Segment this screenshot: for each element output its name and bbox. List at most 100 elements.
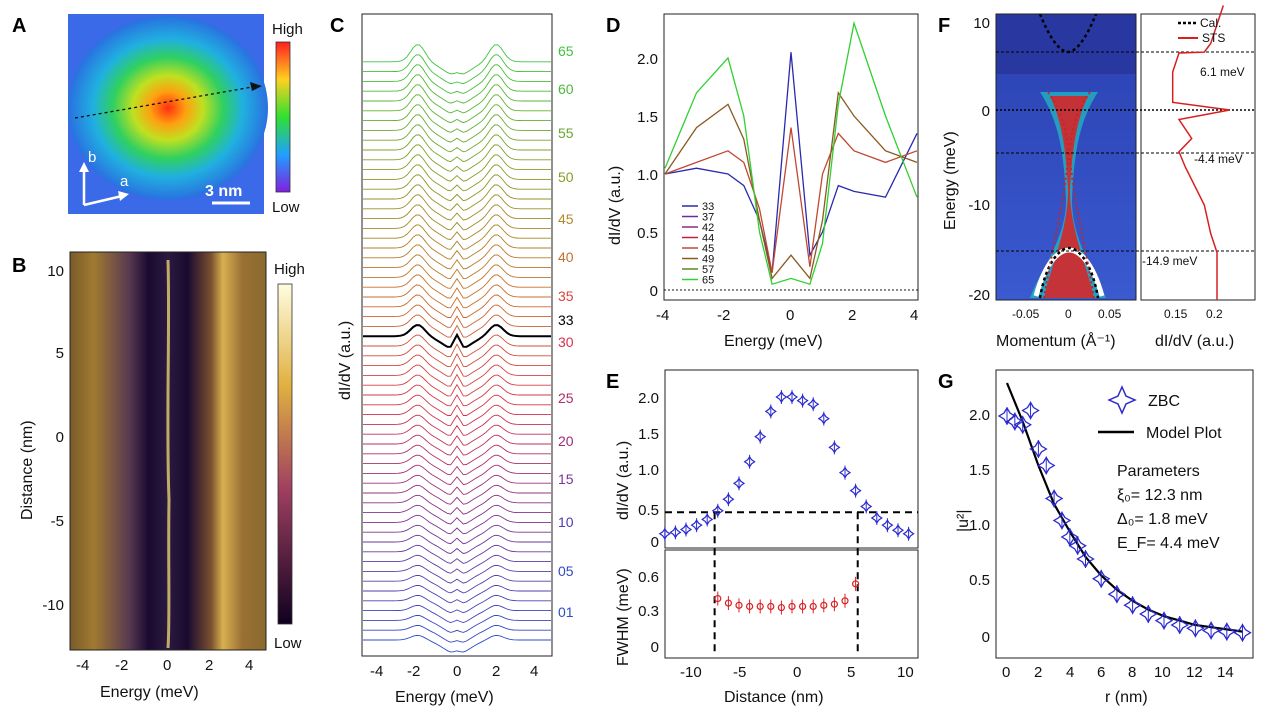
panel-c-frame xyxy=(361,13,553,657)
panel-g-xtick: 12 xyxy=(1186,664,1203,681)
panel-e-top-point xyxy=(881,519,894,532)
panel-d-series-line xyxy=(664,20,918,286)
panel-e-top-point xyxy=(860,500,873,513)
panel-g-plot xyxy=(997,382,1252,642)
panel-c-spectrum xyxy=(363,444,551,466)
panel-b-ytick: 0 xyxy=(56,429,64,446)
panel-e-xtick: -10 xyxy=(680,664,702,681)
panel-e-top-point xyxy=(732,477,746,490)
panel-e-bottom-point xyxy=(809,602,817,611)
panel-e-top-point xyxy=(764,405,777,418)
panel-c-xlabel: Energy (meV) xyxy=(395,689,494,706)
panel-c-spectrum xyxy=(363,574,551,594)
panel-e-bottom-point xyxy=(714,594,722,603)
panel-f-level-label: -4.4 meV xyxy=(1194,152,1243,166)
panel-e-bottom-point xyxy=(820,601,828,609)
panel-d-series-line xyxy=(664,52,918,273)
panel-e-top-point xyxy=(807,398,820,411)
panel-c-spectrum xyxy=(363,244,551,270)
panel-c-spectrum xyxy=(363,544,551,564)
panel-f-yticks: 10 0 -10 -20 xyxy=(968,15,990,304)
panel-c-spectrum xyxy=(363,404,551,426)
panel-d-series-line xyxy=(664,127,918,273)
panel-a-axis-a-text: a xyxy=(120,173,129,190)
panel-f-xtick: -0.05 xyxy=(1012,307,1040,321)
panel-e-bottom-point xyxy=(798,602,807,611)
panel-e-top-yticks: 0 0.5 1.0 1.5 2.0 xyxy=(638,390,659,551)
panel-e-bottom-point xyxy=(735,601,743,609)
panel-f-xtick: 0 xyxy=(1065,307,1072,321)
panel-e-top-point xyxy=(679,523,693,536)
panel-c-spectrum xyxy=(363,254,551,279)
panel-c-curve-label: 45 xyxy=(558,211,574,227)
panel-f-level-lines xyxy=(996,51,1255,252)
panel-d-legend-text: 45 xyxy=(702,243,714,255)
panel-c-label: C xyxy=(330,15,344,37)
panel-c-curve-label: 40 xyxy=(558,249,574,265)
panel-e-top-point xyxy=(690,519,703,532)
panel-c-spectrum xyxy=(363,624,551,643)
panel-c-spectrum xyxy=(363,514,551,535)
panel-f-ytick: -10 xyxy=(968,197,990,214)
panel-c-spectrum xyxy=(363,494,551,515)
panel-c-spectrum xyxy=(363,144,551,172)
panel-g-xticks: 0 2 4 6 8 10 12 14 xyxy=(1002,664,1234,681)
panel-c-curve-label: 05 xyxy=(558,563,574,579)
panel-c-spectrum xyxy=(363,334,551,358)
panel-c-curves xyxy=(363,44,551,653)
panel-d-ytick: 1.5 xyxy=(637,109,658,126)
panel-e-top-point xyxy=(891,524,905,537)
panel-a-map: b a 3 nm xyxy=(68,14,268,214)
panel-e-ytick: 0.6 xyxy=(638,569,659,586)
panel-c-spectrum xyxy=(363,214,551,240)
panel-d-ytick: 0.5 xyxy=(637,225,658,242)
panel-f-level-label: 6.1 meV xyxy=(1200,65,1245,79)
panel-c-spectrum xyxy=(363,384,551,407)
panel-c-spectrum xyxy=(363,634,551,653)
panel-c-spectrum xyxy=(363,294,551,318)
panel-e-top-frame xyxy=(664,369,919,549)
panel-d-legend-text: 65 xyxy=(702,275,714,287)
panel-e-top-point xyxy=(817,412,830,425)
panel-e-bottom-frame xyxy=(664,549,919,659)
panel-d-legend-text: 33 xyxy=(702,201,714,213)
panel-c-spectrum xyxy=(363,64,551,94)
panel-e-top-ylabel: dI/dV (a.u.) xyxy=(615,441,632,520)
panel-c-spectrum xyxy=(363,174,551,202)
panel-f-xtick: 0.15 xyxy=(1164,307,1188,321)
panel-g-point xyxy=(1052,511,1072,530)
panel-e-bottom-point xyxy=(830,600,839,608)
panel-g-point xyxy=(1139,604,1158,624)
panel-b-xlabel: Energy (meV) xyxy=(100,684,199,701)
panel-e-ytick: 0.5 xyxy=(638,502,659,519)
panel-g-params-title: Parameters xyxy=(1117,463,1200,480)
panel-e-top-point xyxy=(849,484,862,497)
panel-f-xticks: -0.05 0 0.05 0.15 0.2 xyxy=(1012,307,1223,321)
panel-d-frame xyxy=(663,13,919,301)
panel-c-spectrum xyxy=(363,164,551,192)
panel-c-spectrum xyxy=(363,134,551,163)
panel-d-label: D xyxy=(606,15,620,37)
panel-d-xtick: -4 xyxy=(656,307,669,324)
panel-g-point xyxy=(1170,615,1189,635)
panel-g-point xyxy=(1123,595,1142,615)
panel-c-spectrum xyxy=(363,224,551,250)
panel-g-ytick: 1.0 xyxy=(969,517,990,534)
panel-c-curve-label: 01 xyxy=(558,604,574,620)
panel-f-label: F xyxy=(938,15,950,37)
panel-b-ylabel: Distance (nm) xyxy=(19,420,36,520)
panel-e-bottom-point xyxy=(841,597,849,605)
panel-f-legend-sts: STS xyxy=(1202,31,1225,45)
panel-c-xtick: 0 xyxy=(453,663,461,680)
panel-c-curve-label: 33 xyxy=(558,312,574,328)
panel-e-ytick: 0 xyxy=(651,639,659,656)
panel-g-point xyxy=(1044,489,1064,508)
panel-c-xtick: -2 xyxy=(407,663,420,680)
panel-c-curve-label: 60 xyxy=(558,81,574,97)
panel-g-xtick: 2 xyxy=(1034,664,1042,681)
panel-b-xtick: 4 xyxy=(245,657,253,674)
panel-c-xtick: 4 xyxy=(530,663,538,680)
panel-b-zbc-streak xyxy=(166,259,171,649)
panel-e-ytick: 0 xyxy=(651,534,659,551)
panel-e-top-point xyxy=(711,504,724,517)
